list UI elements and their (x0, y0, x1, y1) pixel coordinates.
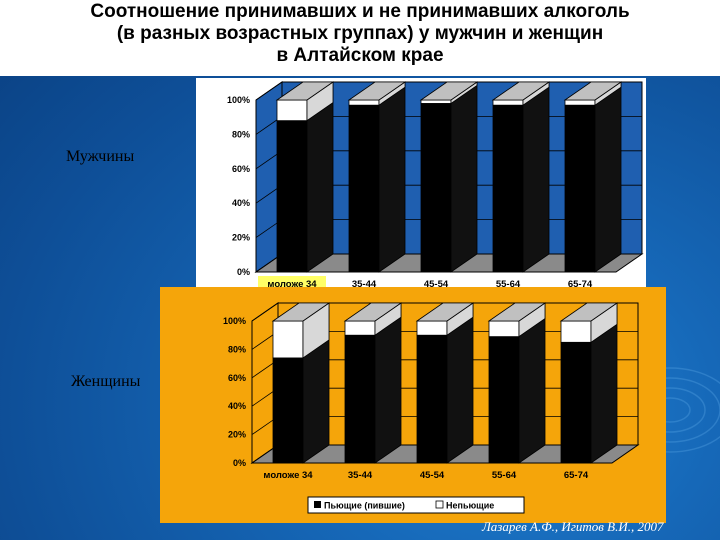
category-label: моложе 34 (263, 470, 313, 481)
y-tick-label: 40% (232, 198, 250, 208)
category-label: 65-74 (568, 279, 593, 290)
bar-top (419, 81, 479, 101)
category-label: моложе 34 (267, 279, 317, 290)
bar-side (450, 81, 478, 273)
y-tick-label: 80% (232, 129, 250, 139)
y-tick-label: 0% (233, 458, 246, 468)
bar-top (491, 81, 551, 101)
bar-top (559, 302, 619, 322)
bar-top (563, 81, 623, 101)
bar-non-drinking (564, 99, 596, 106)
legend-label-drinking: Пьющие (пившие) (324, 501, 405, 511)
title-line-2: (в разных возрастных группах) у мужчин и… (116, 23, 604, 44)
bar-non-drinking (560, 320, 592, 343)
y-tick-label: 20% (232, 233, 250, 243)
category-label: 45-54 (420, 470, 445, 481)
category-label: 45-54 (424, 279, 449, 290)
bar-drinking (344, 334, 376, 464)
bar-side (594, 81, 622, 273)
bar-non-drinking (276, 99, 308, 122)
bar-side (522, 81, 550, 273)
men-chart: 0% 20% 40% 60% 80% 100% моложе 34 35-44 45-54 55-… (196, 78, 646, 290)
y-tick-label: 0% (237, 267, 250, 277)
y-tick-label: 20% (228, 430, 246, 440)
bar-drinking (488, 336, 520, 464)
bar-non-drinking (416, 320, 448, 336)
y-tick-label: 60% (228, 373, 246, 383)
women-label: Женщины (71, 373, 141, 390)
women-chart: 0% 20% 40% 60% 80% 100% моложе 34 35-44 45-54 55-… (160, 287, 666, 523)
title-band: Соотношение принимавших и не принимавших… (0, 0, 720, 76)
y-tick-label: 40% (228, 401, 246, 411)
bar-top (415, 302, 475, 322)
category-label: 55-64 (496, 279, 521, 290)
bar-non-drinking (420, 99, 452, 104)
bar-drinking (420, 103, 452, 273)
category-label: 55-64 (492, 470, 517, 481)
bar-top (347, 81, 407, 101)
bar-non-drinking (344, 320, 376, 336)
title-line-1: Соотношение принимавших и не принимавших… (90, 1, 630, 22)
bar-top (487, 302, 547, 322)
title-line-3: в Алтайском крае (276, 45, 444, 66)
bar-drinking (492, 104, 524, 273)
men-label: Мужчины (66, 148, 135, 165)
bar-drinking (416, 334, 448, 464)
bar-top (271, 302, 331, 322)
bar-drinking (272, 357, 304, 464)
bar-non-drinking (348, 99, 380, 106)
bar-top (275, 81, 335, 101)
author-credit: Лазарев А.Ф., Игитов В.И., 2007 (482, 519, 664, 534)
bar-non-drinking (272, 320, 304, 359)
bar-non-drinking (492, 99, 524, 106)
category-label: 35-44 (352, 279, 377, 290)
bar-side (378, 81, 406, 273)
legend-label-non-drinking: Непьющие (446, 501, 494, 511)
bar-non-drinking (488, 320, 520, 338)
bar-drinking (348, 104, 380, 273)
y-tick-label: 100% (227, 95, 250, 105)
category-label: 65-74 (564, 470, 589, 481)
legend-swatch-drinking (314, 501, 321, 508)
y-tick-label: 60% (232, 164, 250, 174)
bar-top (343, 302, 403, 322)
bar-drinking (560, 341, 592, 464)
legend-box (307, 496, 525, 514)
bar-drinking (276, 120, 308, 273)
category-label: 35-44 (348, 470, 373, 481)
y-tick-label: 80% (228, 344, 246, 354)
bar-drinking (564, 104, 596, 273)
legend-swatch-non-drinking (435, 500, 444, 509)
y-tick-label: 100% (223, 316, 246, 326)
category-label-highlight (258, 276, 326, 290)
